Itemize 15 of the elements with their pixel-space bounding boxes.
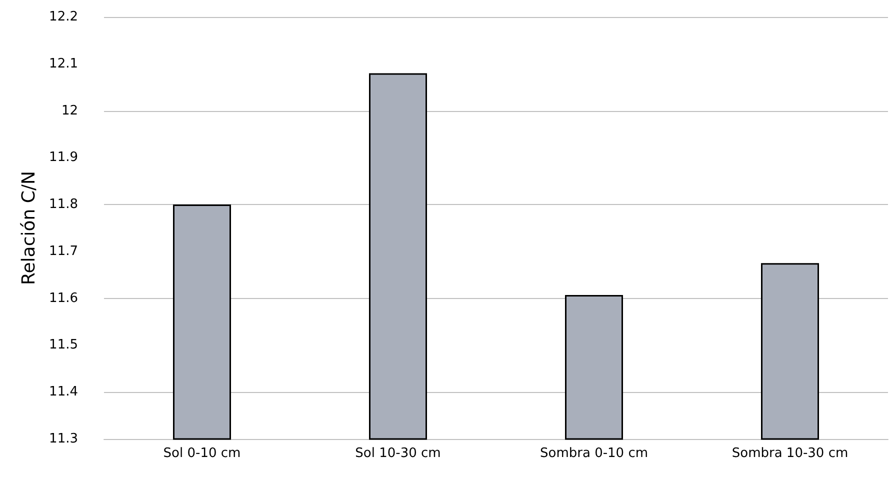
y-tick-label: 11.9 <box>49 150 78 166</box>
y-tick-label: 11.5 <box>49 338 78 353</box>
y-tick-label: 11.6 <box>49 290 78 306</box>
y-tick-label: 11.4 <box>49 384 78 400</box>
x-tick-label: Sol 0-10 cm <box>163 446 241 461</box>
y-tick-label: 11.7 <box>49 244 78 259</box>
y-tick-label: 11.8 <box>49 197 78 212</box>
y-tick-label: 12.2 <box>49 10 78 24</box>
y-tick-label: 11.3 <box>49 432 78 446</box>
y-axis-title: Relación C/N <box>18 171 40 285</box>
x-tick-label: Sol 10-30 cm <box>355 446 441 461</box>
x-tick-label: Sombra 0-10 cm <box>540 446 648 461</box>
x-tick-label: Sombra 10-30 cm <box>732 446 848 461</box>
y-tick-label: 12.1 <box>49 56 78 72</box>
y-tick-label: 12 <box>61 103 78 118</box>
